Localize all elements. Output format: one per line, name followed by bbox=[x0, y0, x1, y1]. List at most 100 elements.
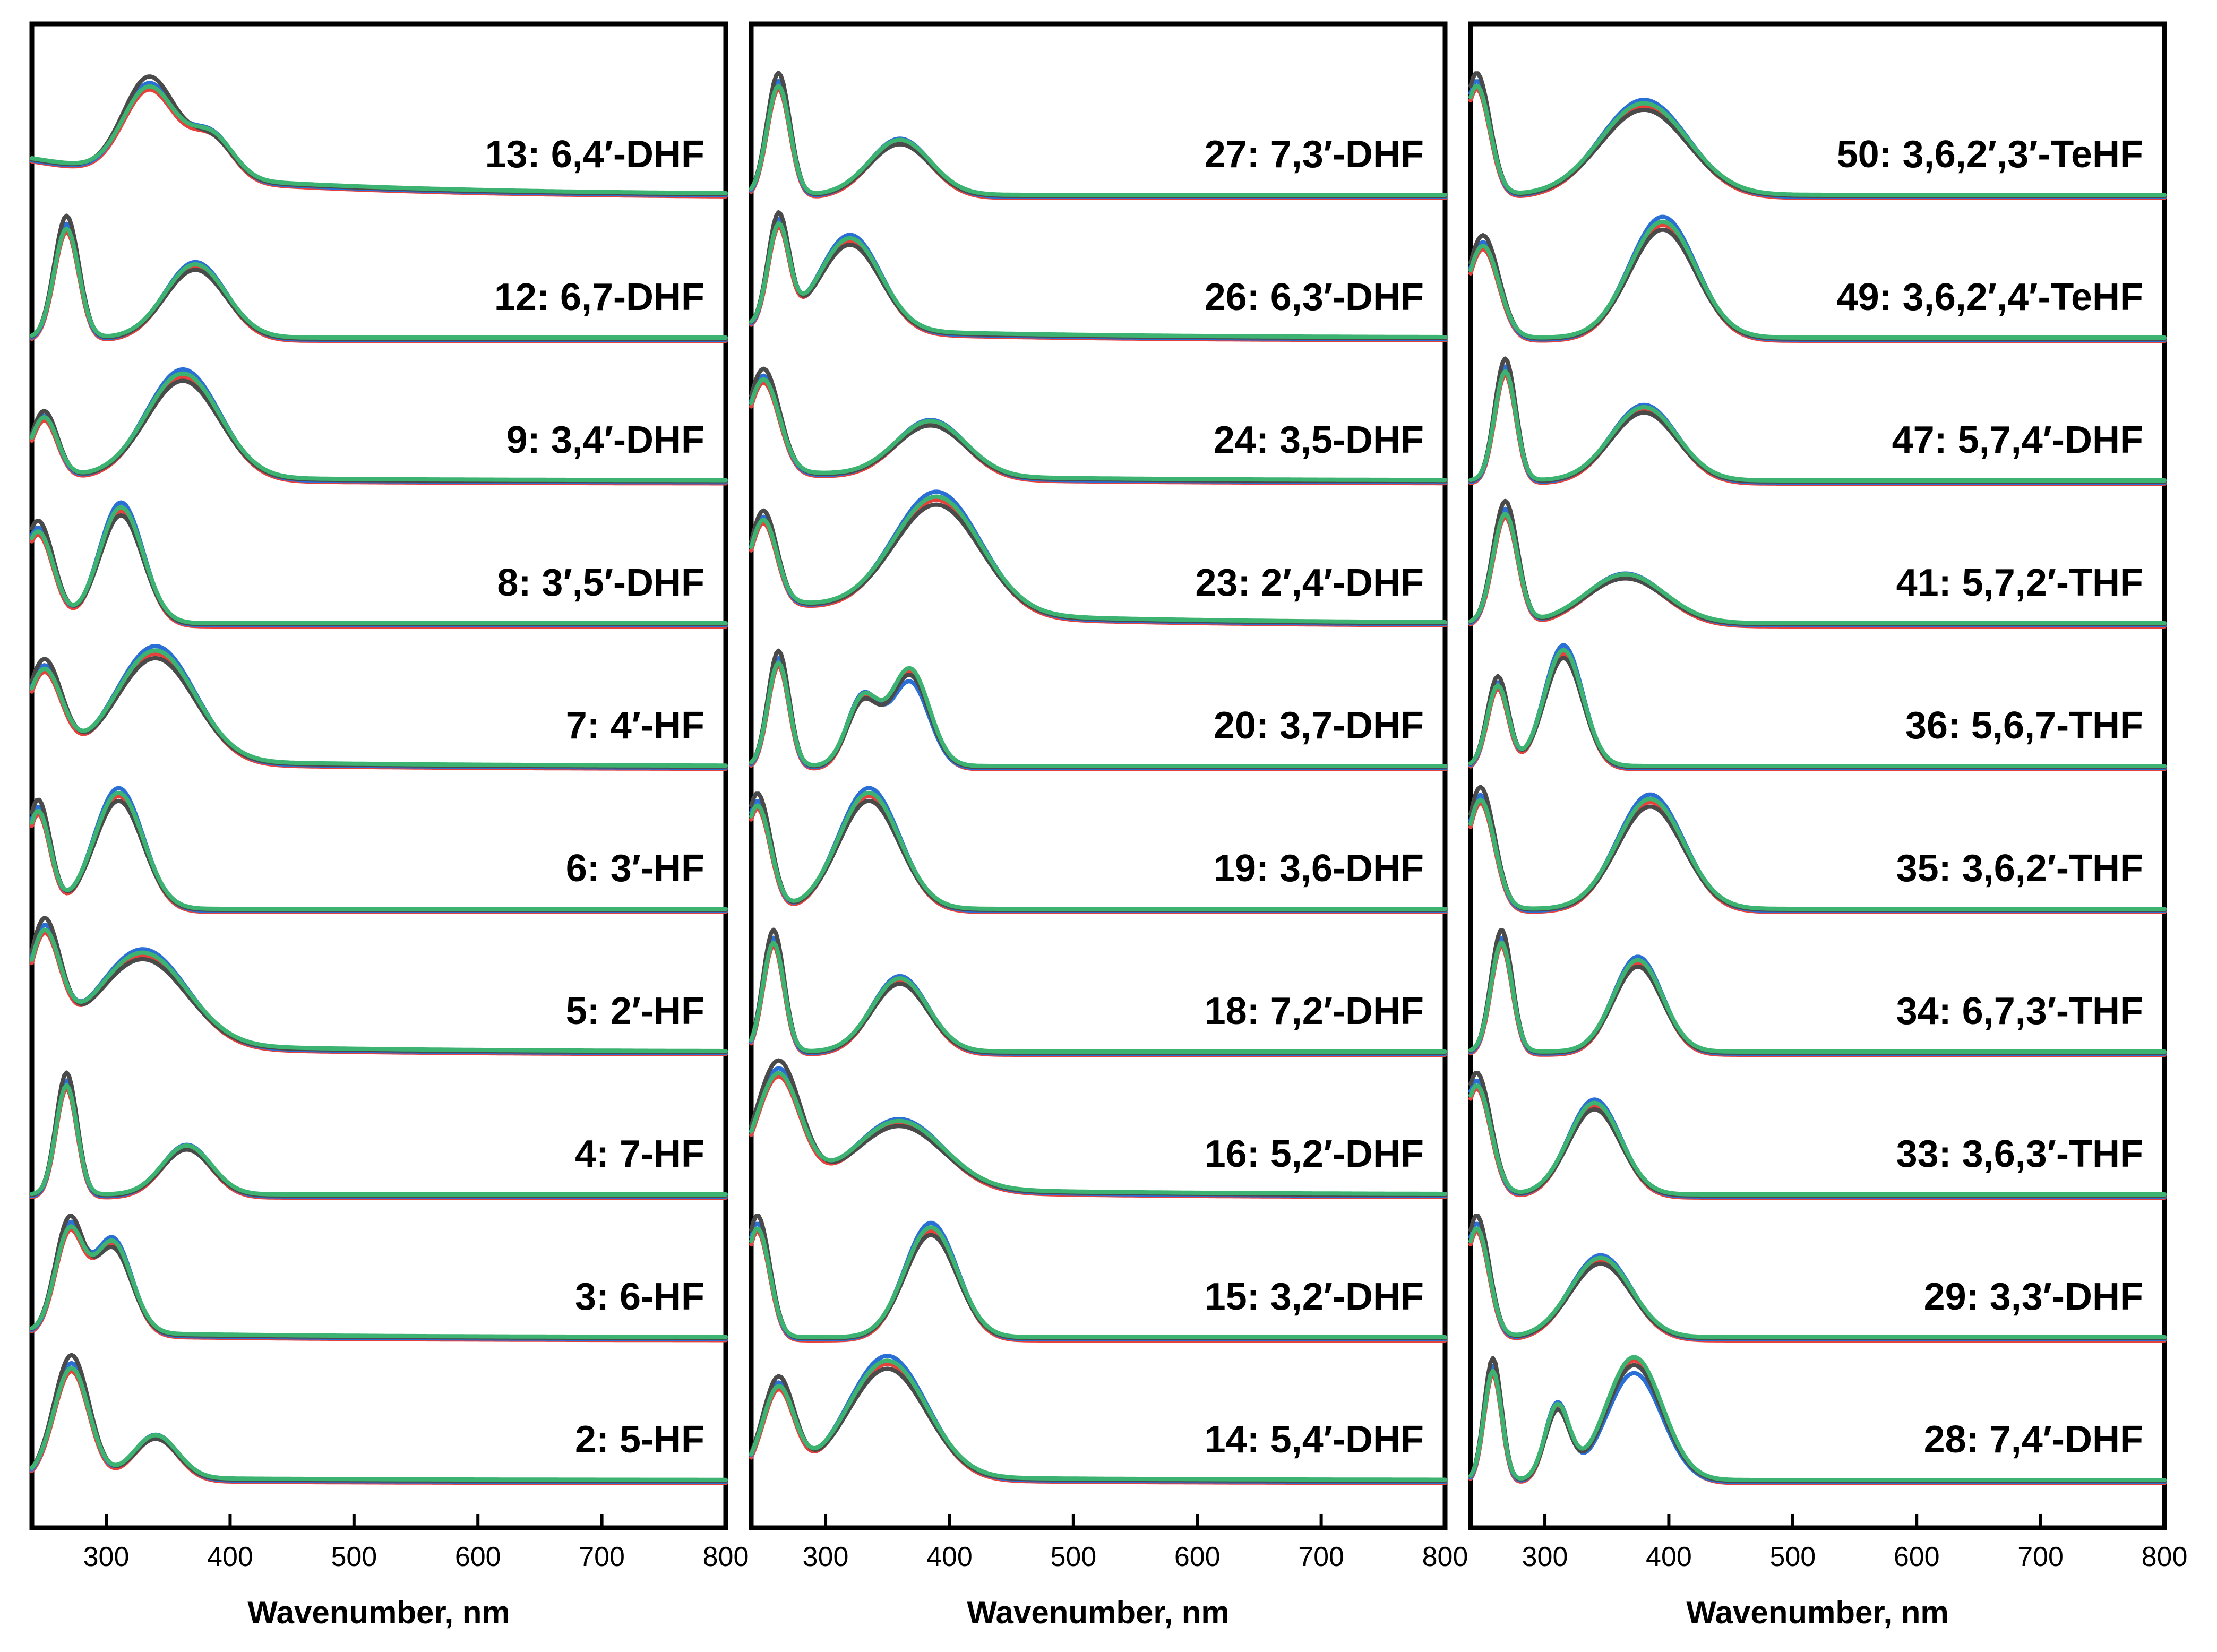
spectrum-label: 24: 3,5-DHF bbox=[1214, 419, 1424, 461]
x-tick-label: 600 bbox=[1894, 1542, 1940, 1572]
spectrum-line-blue bbox=[749, 1066, 1447, 1198]
spectrum-line-green bbox=[749, 1358, 1447, 1482]
spectrum-line-green bbox=[30, 1365, 728, 1482]
spectrum-label: 13: 6,4′-DHF bbox=[485, 133, 704, 176]
spectrum-line-blue bbox=[30, 923, 728, 1055]
spectrum-line-green bbox=[749, 790, 1447, 911]
x-tick-label: 400 bbox=[926, 1542, 973, 1572]
x-tick-label: 300 bbox=[1522, 1542, 1568, 1572]
spectrum-line-green bbox=[1468, 797, 2167, 911]
spectrum-line-green bbox=[30, 505, 728, 625]
x-tick-label: 600 bbox=[455, 1542, 501, 1572]
spectrum-line-green bbox=[30, 927, 728, 1053]
x-tick-label: 800 bbox=[2142, 1542, 2188, 1572]
spectrum-label: 29: 3,3′-DHF bbox=[1924, 1276, 2143, 1318]
spectrum-group: 50: 3,6,2′,3′-TeHF bbox=[1468, 71, 2167, 200]
spectrum-group: 6: 3′-HF bbox=[30, 786, 728, 914]
spectrum-group: 34: 6,7,3′-THF bbox=[1468, 928, 2167, 1057]
spectrum-group: 26: 6,3′-DHF bbox=[749, 210, 1447, 342]
spectrum-line-green bbox=[1468, 1083, 2167, 1197]
spectrum-label: 50: 3,6,2′,3′-TeHF bbox=[1837, 133, 2143, 176]
spectrum-label: 7: 4′-HF bbox=[566, 704, 704, 747]
spectrum-label: 26: 6,3′-DHF bbox=[1205, 276, 1424, 319]
x-tick-label: 500 bbox=[1050, 1542, 1096, 1572]
spectrum-group: 2: 5-HF bbox=[30, 1353, 728, 1485]
spectrum-label: 33: 3,6,3′-THF bbox=[1896, 1133, 2143, 1175]
panel-frame bbox=[749, 21, 1448, 1530]
spectrum-label: 28: 7,4′-DHF bbox=[1924, 1418, 2143, 1461]
spectrum-line-green bbox=[749, 660, 1447, 768]
spectrum-line-green bbox=[749, 1225, 1447, 1339]
spectrum-group: 8: 3′,5′-DHF bbox=[30, 500, 728, 629]
spectrum-group: 14: 5,4′-DHF bbox=[749, 1354, 1447, 1485]
spectrum-label: 5: 2′-HF bbox=[566, 990, 704, 1032]
spectrum-group: 27: 7,3′-DHF bbox=[749, 71, 1447, 200]
spectrum-line-green bbox=[1468, 369, 2167, 483]
panel-frame bbox=[29, 21, 728, 1530]
x-axis-title: Wavenumber, nm bbox=[967, 1595, 1230, 1630]
spectrum-line-green bbox=[30, 1224, 728, 1339]
spectrum-group: 15: 3,2′-DHF bbox=[749, 1214, 1447, 1343]
x-tick-label: 800 bbox=[703, 1542, 749, 1572]
spectrum-label: 35: 3,6,2′-THF bbox=[1896, 847, 2143, 890]
spectrum-label: 36: 5,6,7-THF bbox=[1905, 704, 2143, 747]
spectrum-line-green bbox=[30, 226, 728, 340]
spectrum-group: 9: 3,4′-DHF bbox=[30, 367, 728, 486]
spectrum-line-green bbox=[30, 1083, 728, 1197]
spectrum-line-green bbox=[749, 83, 1447, 197]
spectrum-group: 41: 5,7,2′-THF bbox=[1468, 498, 2167, 629]
spectrum-group: 49: 3,6,2′,4′-TeHF bbox=[1468, 214, 2167, 343]
spectrum-label: 3: 6-HF bbox=[575, 1276, 704, 1318]
spectrum-line-green bbox=[30, 790, 728, 911]
spectrum-label: 6: 3′-HF bbox=[566, 847, 704, 890]
spectrum-group: 47: 5,7,4′-DHF bbox=[1468, 356, 2167, 486]
spectrum-label: 8: 3′,5′-DHF bbox=[497, 562, 704, 604]
spectrum-group: 13: 6,4′-DHF bbox=[30, 74, 728, 199]
spectrum-group: 19: 3,6-DHF bbox=[749, 786, 1447, 914]
panel-frame bbox=[1468, 21, 2167, 1530]
spectrum-group: 33: 3,6,3′-THF bbox=[1468, 1071, 2167, 1200]
spectrum-group: 24: 3,5-DHF bbox=[749, 366, 1447, 486]
spectrum-line-green bbox=[30, 84, 728, 195]
x-tick-label: 700 bbox=[1298, 1542, 1344, 1572]
spectrum-label: 20: 3,7-DHF bbox=[1214, 704, 1424, 747]
spectrum-line-green bbox=[749, 494, 1447, 624]
panel-middle: 300 400 500 600 700 800 Wavenumber, nm 27: 7,3′… bbox=[749, 21, 1468, 1630]
x-tick-label: 800 bbox=[1422, 1542, 1468, 1572]
spectrum-line-green bbox=[749, 940, 1447, 1054]
spectrum-line-green bbox=[749, 1071, 1447, 1196]
spectrum-label: 47: 5,7,4′-DHF bbox=[1892, 419, 2143, 461]
spectrum-label: 15: 3,2′-DHF bbox=[1205, 1276, 1424, 1318]
spectrum-group: 3: 6-HF bbox=[30, 1214, 728, 1343]
spectrum-label: 19: 3,6-DHF bbox=[1214, 847, 1424, 890]
spectrum-group: 36: 5,6,7-THF bbox=[1468, 643, 2167, 771]
spectrum-label: 27: 7,3′-DHF bbox=[1205, 133, 1424, 176]
spectrum-label: 16: 5,2′-DHF bbox=[1205, 1133, 1424, 1175]
spectrum-line-green bbox=[30, 371, 728, 483]
spectrum-line-green bbox=[30, 648, 728, 768]
spectrum-line-green bbox=[1468, 511, 2167, 625]
spectrum-group: 29: 3,3′-DHF bbox=[1468, 1214, 2167, 1343]
x-tick-label: 700 bbox=[2017, 1542, 2064, 1572]
spectrum-label: 49: 3,6,2′,4′-TeHF bbox=[1837, 276, 2143, 319]
x-axis-title: Wavenumber, nm bbox=[1686, 1595, 1949, 1630]
spectrum-group: 4: 7-HF bbox=[30, 1070, 728, 1200]
spectrum-group: 16: 5,2′-DHF bbox=[749, 1058, 1447, 1199]
panel-right: 300 400 500 600 700 800 Wavenumber, nm 50: 3,6,… bbox=[1468, 21, 2188, 1630]
spectrum-group: 28: 7,4′-DHF bbox=[1468, 1355, 2167, 1485]
spectrum-label: 41: 5,7,2′-THF bbox=[1896, 562, 2143, 604]
spectrum-label: 2: 5-HF bbox=[575, 1418, 704, 1461]
x-tick-label: 600 bbox=[1174, 1542, 1221, 1572]
spectrum-group: 5: 2′-HF bbox=[30, 916, 728, 1056]
spectrum-line-green bbox=[1468, 648, 2167, 768]
spectrum-line-green bbox=[749, 377, 1447, 483]
spectrum-line-green bbox=[1468, 1226, 2167, 1339]
spectrum-group: 12: 6,7-DHF bbox=[30, 213, 728, 343]
spectrum-label: 12: 6,7-DHF bbox=[494, 276, 704, 319]
spectrum-line-green bbox=[1468, 1355, 2167, 1482]
x-axis-title: Wavenumber, nm bbox=[247, 1595, 510, 1630]
spectrum-label: 9: 3,4′-DHF bbox=[506, 419, 704, 461]
panel-left: 300 400 500 600 700 800 Wavenumber, nm 13: 6,4′… bbox=[29, 21, 749, 1630]
spectrum-group: 23: 2′,4′-DHF bbox=[749, 489, 1447, 627]
